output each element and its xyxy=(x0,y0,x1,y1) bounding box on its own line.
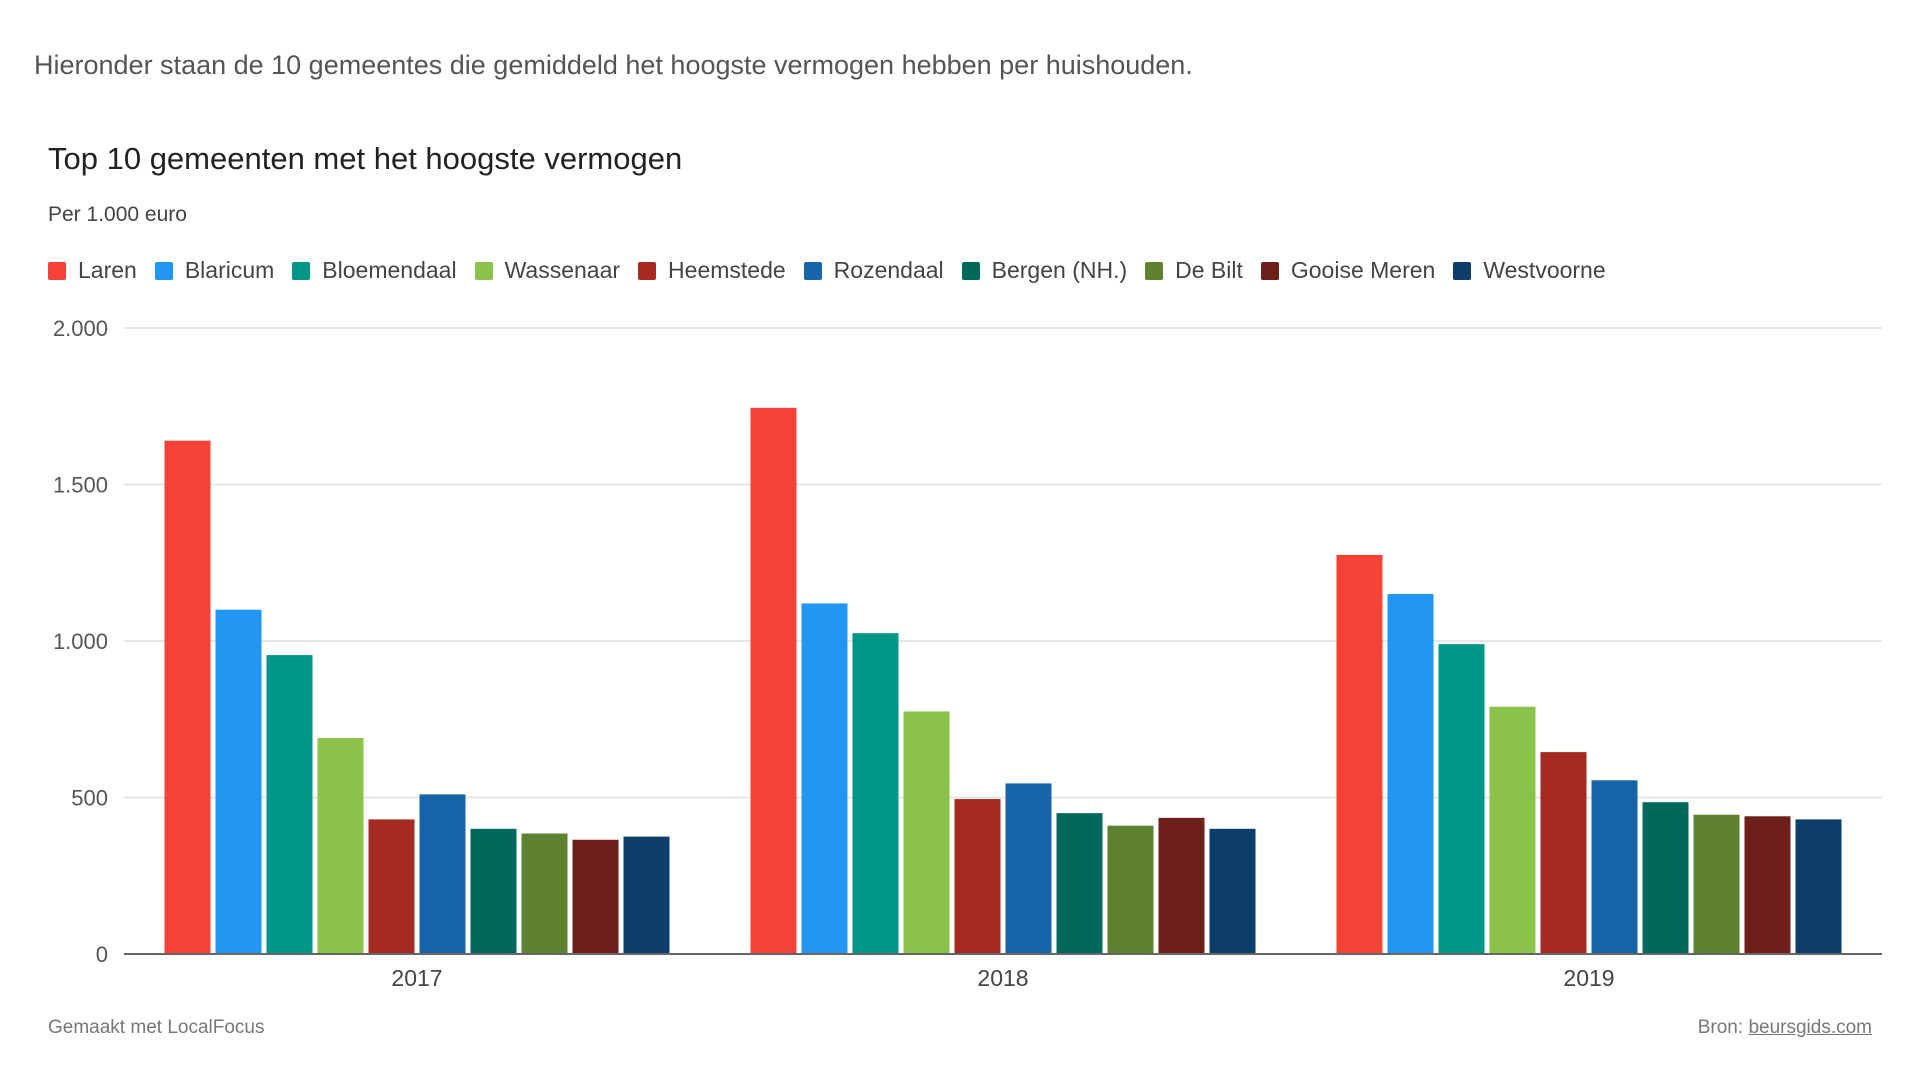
source-credit: Bron: beursgids.com xyxy=(1698,1017,1872,1039)
y-tick-label: 1.500 xyxy=(53,473,108,498)
legend-swatch xyxy=(1260,261,1279,280)
legend-label: Bergen (NH.) xyxy=(991,257,1128,283)
legend-swatch xyxy=(1145,261,1164,280)
legend-swatch xyxy=(803,261,822,280)
x-tick-label: 2019 xyxy=(1563,965,1614,991)
legend-label: Westvoorne xyxy=(1483,257,1606,283)
legend-swatch xyxy=(1453,261,1472,280)
bar-gooise-meren-2018 xyxy=(1158,817,1205,954)
bar-bloemendaal-2019 xyxy=(1438,644,1485,954)
bar-rozendaal-2019 xyxy=(1591,780,1638,954)
chart-title: Top 10 gemeenten met het hoogste vermoge… xyxy=(48,141,683,176)
bar-de-bilt-2019 xyxy=(1693,814,1740,954)
legend-label: Wassenaar xyxy=(504,257,621,283)
made-with-credit: Gemaakt met LocalFocus xyxy=(48,1017,265,1038)
bar-laren-2017 xyxy=(164,440,211,954)
legend-swatch xyxy=(474,261,493,280)
bar-blaricum-2017 xyxy=(215,609,262,954)
legend-item: Wassenaar xyxy=(474,257,621,284)
bar-heemstede-2019 xyxy=(1540,752,1587,954)
legend-item: Laren xyxy=(48,257,137,284)
chart-legend: Laren Blaricum Bloemendaal Wassenaar Heemste… xyxy=(48,257,1624,284)
bar-gooise-meren-2017 xyxy=(572,839,619,954)
legend-swatch xyxy=(961,261,980,280)
bar-wassenaar-2019 xyxy=(1489,706,1536,954)
x-tick-label: 2018 xyxy=(977,965,1028,991)
source-link[interactable]: beursgids.com xyxy=(1748,1017,1872,1038)
legend-swatch xyxy=(154,261,173,280)
bar-wassenaar-2017 xyxy=(317,738,364,954)
legend-item: Bloemendaal xyxy=(292,257,457,284)
legend-label: Laren xyxy=(78,257,137,283)
legend-swatch xyxy=(292,261,311,280)
legend-swatch xyxy=(48,261,66,280)
bar-heemstede-2018 xyxy=(954,799,1001,954)
bar-heemstede-2017 xyxy=(368,819,415,954)
legend-label: Blaricum xyxy=(184,257,275,283)
legend-item: Westvoorne xyxy=(1453,257,1606,284)
legend-item: Rozendaal xyxy=(803,257,944,284)
legend-label: Heemstede xyxy=(668,257,786,283)
legend-swatch xyxy=(638,261,657,280)
bar-rozendaal-2018 xyxy=(1005,783,1052,954)
legend-item: Heemstede xyxy=(638,257,786,284)
legend-label: De Bilt xyxy=(1175,257,1243,283)
legend-label: Rozendaal xyxy=(833,257,944,283)
y-tick-label: 500 xyxy=(71,786,108,811)
chart-subtitle: Per 1.000 euro xyxy=(48,203,187,226)
source-label: Bron: xyxy=(1697,1017,1744,1038)
bar-bloemendaal-2018 xyxy=(852,633,899,954)
bar-bergen-nh--2017 xyxy=(470,828,517,954)
bar-westvoorne-2019 xyxy=(1795,819,1842,954)
legend-item: De Bilt xyxy=(1145,257,1243,284)
x-tick-label: 2017 xyxy=(391,965,442,991)
bar-de-bilt-2017 xyxy=(521,833,568,954)
bar-bergen-nh--2018 xyxy=(1056,813,1103,954)
bar-wassenaar-2018 xyxy=(903,711,950,954)
bar-westvoorne-2018 xyxy=(1209,828,1256,954)
bar-bloemendaal-2017 xyxy=(266,655,313,954)
legend-item: Blaricum xyxy=(154,257,275,284)
bar-laren-2019 xyxy=(1336,554,1383,954)
y-tick-label: 1.000 xyxy=(53,629,108,654)
legend-item: Bergen (NH.) xyxy=(961,257,1128,284)
bar-gooise-meren-2019 xyxy=(1744,816,1791,954)
bar-laren-2018 xyxy=(750,407,797,954)
bar-blaricum-2018 xyxy=(801,603,848,954)
y-tick-label: 0 xyxy=(96,942,108,967)
bar-bergen-nh--2019 xyxy=(1642,802,1689,954)
bar-blaricum-2019 xyxy=(1387,594,1434,954)
legend-label: Gooise Meren xyxy=(1290,257,1436,283)
legend-item: Gooise Meren xyxy=(1260,257,1436,284)
bar-de-bilt-2018 xyxy=(1107,825,1154,954)
intro-text: Hieronder staan de 10 gemeentes die gemi… xyxy=(34,50,1193,80)
y-tick-label: 2.000 xyxy=(53,316,108,341)
bar-rozendaal-2017 xyxy=(419,794,466,954)
bar-westvoorne-2017 xyxy=(623,836,670,954)
legend-label: Bloemendaal xyxy=(322,257,457,283)
bar-chart: 0 500 1.000 1.500 2.000 2017 2018 2019 xyxy=(53,316,1882,991)
